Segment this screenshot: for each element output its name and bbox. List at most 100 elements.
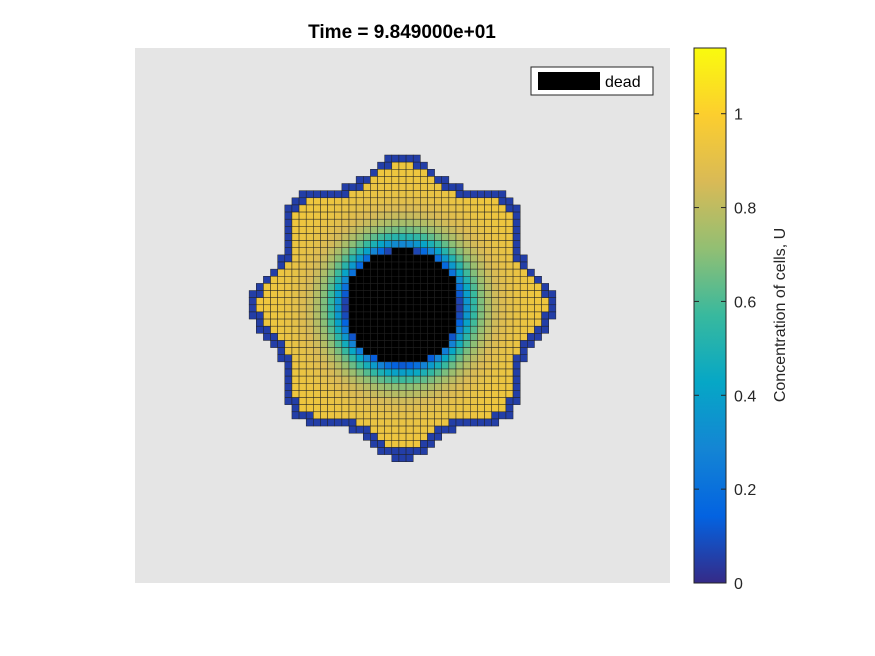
dead-cell: [405, 325, 414, 334]
cell: [462, 361, 471, 370]
cell: [477, 333, 485, 341]
cell: [462, 261, 471, 270]
cell: [484, 254, 492, 263]
cell: [370, 218, 378, 227]
cell: [370, 169, 378, 177]
cell: [320, 325, 328, 334]
cell: [348, 190, 357, 199]
cell: [455, 311, 464, 320]
cell: [320, 361, 328, 370]
cell: [491, 333, 500, 341]
cell: [462, 397, 471, 405]
cell: [427, 233, 435, 241]
dead-cell: [391, 254, 400, 263]
cell: [298, 283, 307, 291]
legend-label-dead: dead: [605, 74, 641, 91]
cell: [455, 197, 464, 206]
cell: [327, 383, 335, 391]
dead-cell: [384, 325, 393, 334]
cell: [341, 383, 350, 391]
cell: [398, 190, 407, 199]
cell: [519, 261, 528, 270]
dead-cell: [405, 340, 414, 348]
cell: [256, 325, 264, 334]
cell: [355, 204, 364, 213]
cell: [298, 340, 307, 348]
cell: [320, 304, 328, 313]
cell: [334, 276, 343, 284]
cell: [470, 190, 478, 199]
cell: [334, 404, 343, 413]
dead-cell: [434, 304, 442, 313]
cell: [455, 411, 464, 420]
cell: [377, 447, 385, 455]
cell: [298, 383, 307, 391]
cell: [355, 261, 364, 270]
dead-cell: [363, 325, 371, 334]
cell: [491, 211, 500, 220]
cell: [320, 340, 328, 348]
cell: [263, 311, 271, 320]
dead-cell: [384, 254, 393, 263]
cell: [477, 347, 485, 355]
cell: [541, 311, 549, 320]
cell: [477, 204, 485, 213]
cell: [420, 211, 428, 220]
cell: [412, 204, 421, 213]
cell: [448, 361, 457, 370]
cell: [420, 404, 428, 413]
cell: [434, 247, 442, 256]
cell: [427, 190, 435, 199]
cell: [491, 197, 500, 206]
cell: [527, 325, 535, 334]
cell: [391, 447, 400, 455]
cell: [505, 325, 514, 334]
cell: [398, 383, 407, 391]
cell: [484, 397, 492, 405]
cell: [291, 268, 300, 277]
cell: [334, 190, 343, 199]
cell: [363, 375, 371, 384]
cell: [370, 176, 378, 184]
dead-cell: [427, 311, 435, 320]
cell: [527, 297, 535, 306]
cell: [313, 361, 321, 370]
cell: [427, 390, 435, 398]
cell: [305, 325, 314, 334]
dead-cell: [420, 340, 428, 348]
cell: [327, 211, 335, 220]
cell: [384, 240, 393, 248]
cell: [462, 418, 471, 427]
cell: [341, 411, 350, 420]
cell: [455, 240, 464, 248]
cell: [270, 311, 278, 320]
dead-cell: [391, 297, 400, 306]
colorbar-frame: [693, 47, 727, 584]
cell: [484, 197, 492, 206]
cell: [384, 375, 393, 384]
legend-swatch-dead: [538, 72, 600, 90]
cell-grid: [248, 154, 557, 462]
cell: [341, 404, 350, 413]
dead-cell: [370, 333, 378, 341]
cell: [470, 368, 478, 377]
cell: [384, 432, 393, 441]
cell: [334, 290, 343, 298]
cell: [313, 368, 321, 377]
cell: [484, 383, 492, 391]
cell: [355, 354, 364, 363]
cell: [484, 247, 492, 256]
cell: [370, 432, 378, 441]
cell: [448, 240, 457, 248]
cell: [320, 318, 328, 327]
cell: [327, 247, 335, 256]
cell: [313, 226, 321, 234]
cell: [470, 268, 478, 277]
cell: [384, 176, 393, 184]
cell: [270, 325, 278, 334]
cell: [384, 361, 393, 370]
cell: [498, 361, 507, 370]
cell: [341, 325, 350, 334]
cell: [470, 254, 478, 263]
cell: [291, 361, 300, 370]
